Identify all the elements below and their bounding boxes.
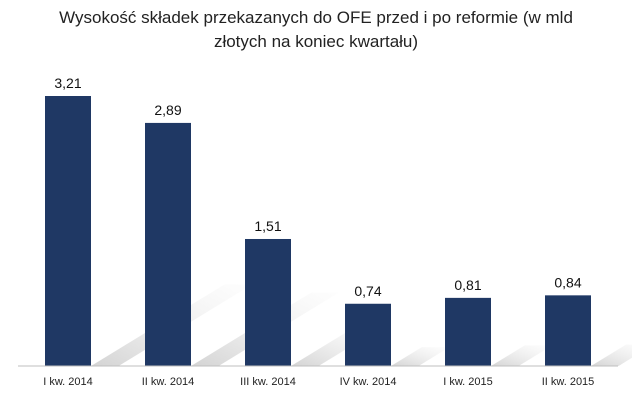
chart-title: Wysokość składek przekazanych do OFE prz… (59, 8, 573, 51)
bar-2 (145, 122, 191, 366)
bar-3 (245, 238, 291, 366)
data-label: 1,51 (254, 218, 281, 234)
bar-1 (45, 96, 91, 366)
x-tick-label: I kw. 2014 (43, 376, 93, 388)
data-label: 0,84 (554, 274, 581, 290)
data-label: 0,81 (454, 277, 481, 293)
bar-4 (345, 303, 391, 366)
data-label: 3,21 (54, 75, 81, 91)
data-label: 0,74 (354, 283, 381, 299)
bar-5 (445, 297, 491, 366)
bar-shadow (491, 345, 553, 366)
x-tick-label: I kw. 2015 (443, 376, 493, 388)
data-label: 2,89 (154, 102, 181, 118)
bar-shadow (391, 347, 450, 366)
x-tick-label: III kw. 2014 (240, 376, 296, 388)
bar-6 (545, 295, 591, 366)
x-tick-label: II kw. 2014 (142, 376, 195, 388)
x-tick-label: II kw. 2015 (542, 376, 595, 388)
bar-shadow (591, 344, 632, 366)
x-tick-label: IV kw. 2014 (340, 376, 397, 388)
